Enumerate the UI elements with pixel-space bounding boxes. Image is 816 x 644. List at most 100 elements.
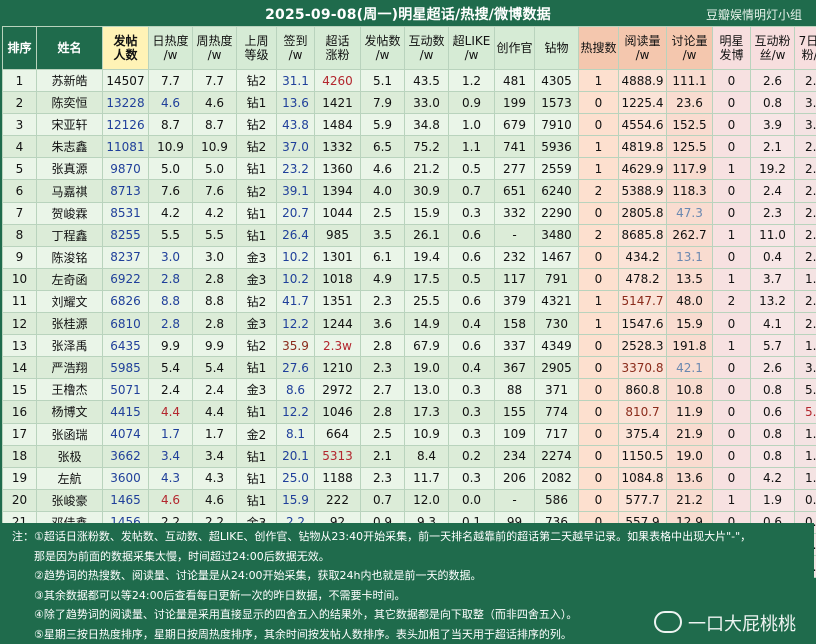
table-cell: 25.0 xyxy=(276,466,315,490)
table-cell: 0.4 xyxy=(794,488,816,512)
table-cell: 11081 xyxy=(102,135,149,159)
table-row: 13 张泽禹 6435 9.9 9.9 钻2 35.9 2.3w 2.8 67.9 0.6 337 43… xyxy=(2,334,816,358)
table-cell: 730 xyxy=(534,312,579,336)
table-cell: 0.2 xyxy=(448,444,495,468)
table-cell: 3.7 xyxy=(750,267,795,291)
table-cell: 19.0 xyxy=(404,356,449,380)
table-cell: 4.6 xyxy=(192,91,237,115)
table-row: 20 张峻豪 1465 4.6 4.6 钻1 15.9 222 0.7 12.0 0.0-586 0 5… xyxy=(2,488,816,512)
table-cell: 367 xyxy=(494,356,535,380)
header-row: 排序 姓名 发帖 人数 日热度/w 周热度/w 上周 等级 签到/w 超话 涨粉 发帖数/w 互动数/w… xyxy=(2,26,816,70)
table-cell: 2.3 xyxy=(794,157,816,181)
table-cell: 4.1 xyxy=(750,312,795,336)
table-cell: 金3 xyxy=(236,245,277,269)
column-header: 互动数/w xyxy=(404,26,449,70)
table-cell: 0.5 xyxy=(448,157,495,181)
table-cell: 155 xyxy=(494,400,535,424)
table-cell: 钻2 xyxy=(236,113,277,137)
table-row: 3 宋亚轩 12126 8.7 8.7 钻2 43.8 1484 5.9 34.8 1.0 679 79… xyxy=(2,113,816,137)
table-cell: 张极 xyxy=(36,444,103,468)
table-cell: 5313 xyxy=(314,444,361,468)
table-cell: 刘耀文 xyxy=(36,289,103,314)
table-cell: 3 xyxy=(2,113,37,137)
column-header: 互动粉 丝/w xyxy=(750,26,795,70)
table-cell: 0 xyxy=(578,488,619,512)
table-cell: 25.5 xyxy=(404,289,449,314)
table-cell: 1.7 xyxy=(148,422,193,446)
weibo-logo-icon xyxy=(654,610,682,633)
table-cell: 1 xyxy=(712,488,751,512)
table-cell: 125.5 xyxy=(666,135,713,159)
table-cell: 3.4 xyxy=(148,444,193,468)
table-cell: 4.2 xyxy=(192,201,237,225)
table-cell: 15.9 xyxy=(404,201,449,225)
watermark-text: 一口大屁桃桃 xyxy=(688,613,796,635)
column-header: 日热度/w xyxy=(148,26,193,70)
table-cell: 张峻豪 xyxy=(36,488,103,512)
table-cell: 19 xyxy=(2,466,37,490)
column-header: 7日涨粉/w xyxy=(794,26,816,70)
table-cell: 0.4 xyxy=(448,356,495,380)
table-cell: 5.5 xyxy=(148,223,193,247)
table-cell: 43.8 xyxy=(276,113,315,137)
table-cell: 0 xyxy=(712,422,751,446)
table-cell: 钻1 xyxy=(236,223,277,247)
table-cell: 5.4 xyxy=(794,400,816,424)
table-cell: 0 xyxy=(578,267,619,291)
table-cell: 9.9 xyxy=(148,334,193,358)
table-cell: 4.6 xyxy=(148,488,193,512)
table-cell: 12 xyxy=(2,312,37,336)
table-cell: 4 xyxy=(2,135,37,159)
table-cell: 23.6 xyxy=(666,91,713,115)
table-cell: 4415 xyxy=(102,400,149,424)
table-cell: 6240 xyxy=(534,179,579,203)
table-cell: 4554.6 xyxy=(618,113,667,137)
table-cell: 14 xyxy=(2,356,37,380)
table-cell: 5147.7 xyxy=(618,289,667,314)
table-cell: 39.1 xyxy=(276,179,315,203)
table-cell: 11.9 xyxy=(666,400,713,424)
table-cell: 朱志鑫 xyxy=(36,135,103,159)
table-cell: 1421 xyxy=(314,91,361,115)
note-line: ⑤星期三按日热度排序，星期日按周热度排序，其余时间按发帖人数排序。表头加粗了当天… xyxy=(34,627,572,641)
table-cell: 12.2 xyxy=(276,400,315,424)
data-table: 排序 姓名 发帖 人数 日热度/w 周热度/w 上周 等级 签到/w 超话 涨粉 发帖数/w 互动数/w… xyxy=(2,26,816,579)
table-cell: 3.0 xyxy=(192,245,237,269)
table-row: 5 张真源 9870 5.0 5.0 钻1 23.2 1360 4.6 21.2 0.5 277 255… xyxy=(2,157,816,181)
table-cell: 9870 xyxy=(102,157,149,181)
table-cell: 379 xyxy=(494,289,535,314)
table-cell: 1018 xyxy=(314,267,361,291)
page-title: 2025-09-08(周一)明星超话/热搜/微博数据 xyxy=(265,7,551,23)
table-cell: - xyxy=(494,223,535,247)
table-row: 18 张极 3662 3.4 3.4 钻1 20.1 5313 2.1 8.4 0.2 234 2274… xyxy=(2,444,816,468)
table-cell: 0.6 xyxy=(448,223,495,247)
table-cell: 1150.5 xyxy=(618,444,667,468)
table-cell: 3.4 xyxy=(192,444,237,468)
table-cell: 1.2 xyxy=(448,68,495,93)
table-cell: 2972 xyxy=(314,378,361,402)
table-cell: 10.2 xyxy=(276,267,315,291)
table-cell: 2.8 xyxy=(148,312,193,336)
table-cell: 774 xyxy=(534,400,579,424)
table-cell: 8.4 xyxy=(404,444,449,468)
table-cell: 2.6 xyxy=(750,356,795,380)
table-cell: 48.0 xyxy=(666,289,713,314)
table-cell: 0.6 xyxy=(448,334,495,358)
table-cell: 5.4 xyxy=(148,356,193,380)
table-cell: 191.8 xyxy=(666,334,713,358)
table-cell: 1.3 xyxy=(794,334,816,358)
table-cell: 陈奕恒 xyxy=(36,91,103,115)
table-cell: 1 xyxy=(578,157,619,181)
table-cell: 陈浚铭 xyxy=(36,245,103,269)
table-cell: 4888.9 xyxy=(618,68,667,93)
column-header: 超LIKE/w xyxy=(448,26,495,70)
table-row: 17 张函瑞 4074 1.7 1.7 金2 8.1 664 2.5 10.9 0.3 109 717 0… xyxy=(2,422,816,446)
note-line: ②趋势词的热搜数、阅读量、讨论量是从24:00开始采集，获取24h内也就是前一天… xyxy=(34,569,482,582)
table-cell: 3.6 xyxy=(360,312,405,336)
table-cell: 109 xyxy=(494,422,535,446)
table-cell: 0.7 xyxy=(448,179,495,203)
table-cell: 2905 xyxy=(534,356,579,380)
table-cell: 4629.9 xyxy=(618,157,667,181)
table-cell: 14507 xyxy=(102,68,149,93)
